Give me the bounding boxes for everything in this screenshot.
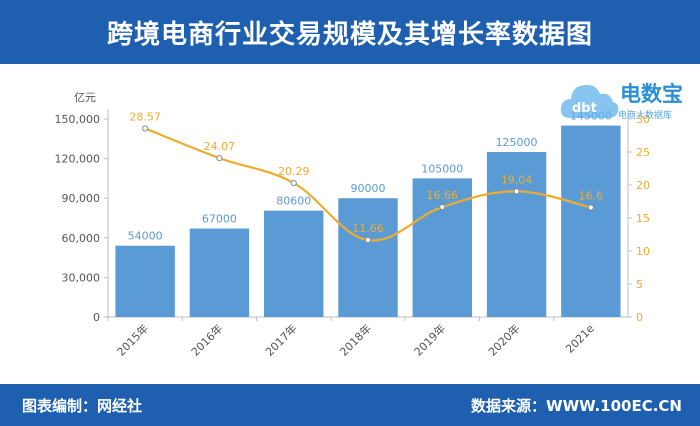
line-point [364,236,372,244]
y-right-tick-label: 25 [636,146,650,159]
combo-chart: 亿元 0 30,000 60,000 90,000 120,000 150,000 0 5 10 1… [55,91,651,359]
line-value-label: 16.66 [427,189,459,202]
logo-subtitle: 电商大数据库 [618,111,673,121]
line-value-label: 28.57 [129,110,161,123]
bar-value-label: 80600 [276,195,311,208]
chart-area: 亿元 0 30,000 60,000 90,000 120,000 150,000 0 5 10 1… [0,64,700,384]
x-tick-label: 2016年 [188,321,225,358]
line-point [216,155,223,162]
footer-bar: 图表编制：网经社 数据来源：WWW.100EC.CN [0,384,700,426]
x-tick-label: 2019年 [411,321,448,358]
line-point [142,125,149,132]
y-right-tick-label: 5 [636,278,643,291]
line-value-label: 19.04 [501,173,533,186]
y-left-tick-label: 90,000 [62,192,101,205]
y-left-tick-label: 0 [93,311,100,324]
svg-text:dbt: dbt [572,101,597,116]
title-bar: 跨境电商行业交易规模及其增长率数据图 [0,0,700,64]
line-point [439,203,446,211]
bar-value-label: 105000 [421,162,463,175]
x-tick-label: 2021e [563,322,597,356]
y-axis-left-unit: 亿元 [74,91,96,104]
cloud-logo-icon: dbt [560,84,619,118]
y-left-tick-label: 120,000 [55,153,101,166]
y-right-tick-label: 20 [636,179,650,192]
y-right-tick-label: 30 [636,113,650,126]
line-value-label: 24.07 [204,140,236,153]
y-right-tick-label: 10 [636,245,650,258]
x-tick-label: 2017年 [262,321,299,358]
line-point [290,179,297,187]
bar-value-label: 125000 [496,136,538,149]
y-left-tick-label: 30,000 [62,271,101,284]
chart-title: 跨境电商行业交易规模及其增长率数据图 [106,19,593,50]
bar-value-label: 54000 [128,230,163,243]
bar-value-label: 90000 [351,182,386,195]
logo-name: 电数宝 [620,82,683,106]
line-value-label: 16.6 [579,189,604,202]
line-point [587,204,594,211]
x-tick-label: 2020年 [485,321,522,358]
x-tick-label: 2015年 [114,321,151,358]
y-right-tick-label: 15 [636,212,650,225]
y-left-tick-label: 60,000 [62,232,101,245]
bar-value-label: 67000 [202,213,237,226]
footer-credit: 图表编制：网经社 [22,397,143,415]
line-value-label: 20.29 [278,165,310,178]
bar [189,228,250,317]
bar [486,152,547,317]
logo: dbt 电数宝 电商大数据库 [558,74,698,126]
y-right-tick-label: 0 [636,311,643,324]
bar [561,125,621,317]
footer-source: 数据来源：WWW.100EC.CN [471,397,682,415]
bar [115,245,175,317]
line-value-label: 11.66 [352,222,384,235]
line-point [513,188,520,195]
bar [338,198,398,317]
y-left-tick-label: 150,000 [55,113,101,126]
bar [264,210,324,317]
x-tick-label: 2018年 [337,321,374,358]
